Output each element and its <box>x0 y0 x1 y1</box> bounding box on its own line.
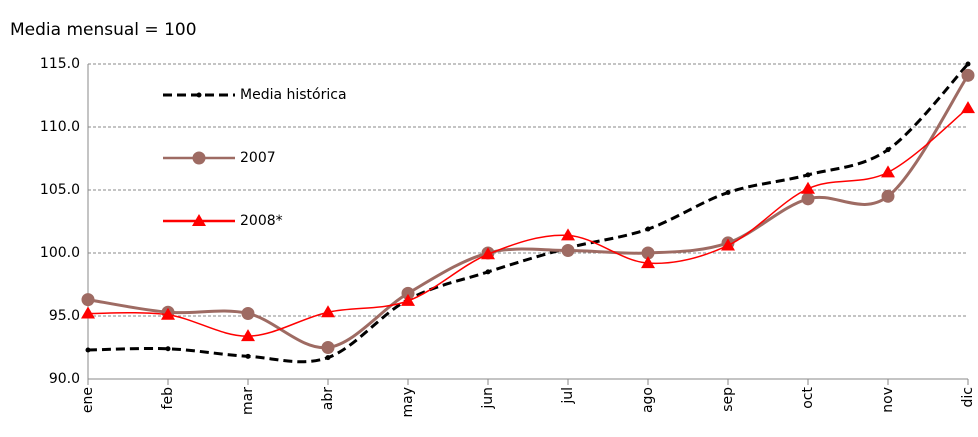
data-point <box>485 269 491 275</box>
data-point <box>561 228 575 241</box>
data-point <box>325 355 331 361</box>
data-point <box>165 346 171 352</box>
data-point <box>81 293 95 307</box>
x-tick-label: sep <box>720 387 736 412</box>
data-point <box>961 101 975 114</box>
legend-marker <box>192 151 206 165</box>
data-point <box>881 165 895 178</box>
data-point <box>241 329 255 342</box>
x-tick-label: jul <box>560 387 576 405</box>
y-tick-label: 110.0 <box>40 119 80 135</box>
data-point <box>481 247 495 260</box>
data-point <box>401 293 415 306</box>
x-tick-label: dic <box>960 387 976 407</box>
y-tick-label: 115.0 <box>40 56 80 72</box>
y-tick-label: 90.0 <box>49 371 80 387</box>
data-point <box>641 256 655 269</box>
data-point <box>241 306 255 320</box>
x-tick-label: abr <box>320 387 336 410</box>
legend-label: 2007 <box>240 150 276 166</box>
series-line <box>87 74 970 350</box>
y-tick-label: 95.0 <box>49 308 80 324</box>
x-tick-label: oct <box>800 387 816 409</box>
data-point <box>965 61 971 67</box>
data-point <box>801 181 815 194</box>
legend-marker <box>196 92 202 98</box>
data-point <box>645 226 651 232</box>
data-point <box>801 192 815 206</box>
legend-label: Media histórica <box>240 87 347 103</box>
x-tick-label: may <box>400 387 416 418</box>
data-point <box>805 172 811 178</box>
legend-marker <box>192 214 206 226</box>
series-line <box>87 62 970 364</box>
legend-label: 2008* <box>240 213 283 229</box>
x-tick-label: jun <box>480 387 496 410</box>
data-point <box>245 353 251 359</box>
chart-title: Media mensual = 100 <box>10 20 197 40</box>
y-tick-label: 100.0 <box>40 245 80 261</box>
x-tick-label: ago <box>640 387 656 413</box>
data-point <box>85 347 91 353</box>
data-point <box>321 305 335 318</box>
data-point <box>961 68 975 82</box>
data-point <box>321 341 335 354</box>
data-point <box>561 243 575 257</box>
data-point <box>161 307 175 320</box>
x-tick-label: mar <box>240 387 256 415</box>
data-point <box>81 306 95 319</box>
data-point <box>725 190 731 196</box>
data-point <box>885 147 891 153</box>
y-tick-label: 105.0 <box>40 182 80 198</box>
x-tick-label: nov <box>880 387 896 413</box>
data-point <box>721 238 735 251</box>
data-point <box>881 189 895 203</box>
x-tick-label: ene <box>80 387 96 413</box>
x-tick-label: feb <box>160 387 176 410</box>
